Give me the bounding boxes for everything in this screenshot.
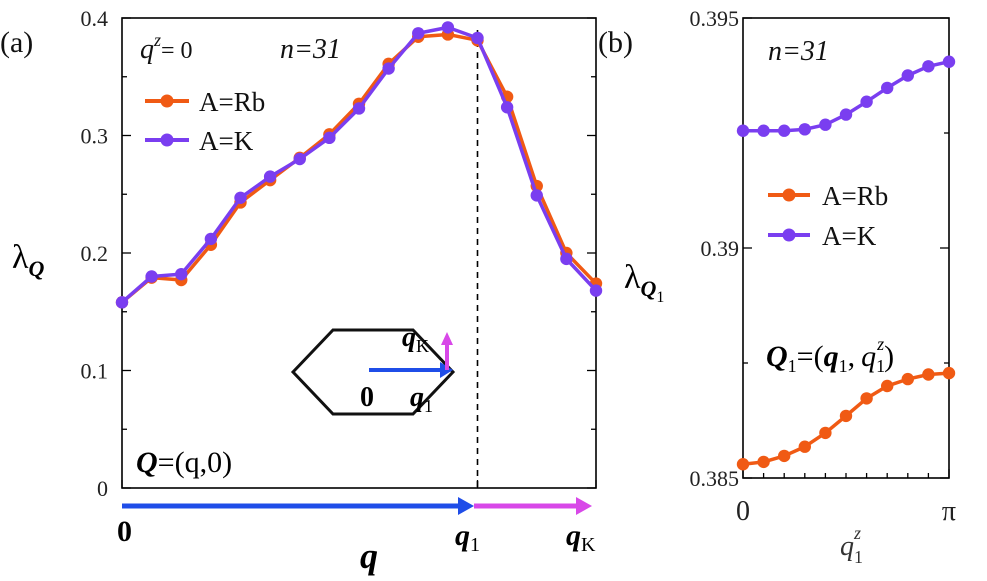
legend-b-k-marker bbox=[782, 228, 796, 242]
data-point bbox=[530, 189, 543, 202]
data-point bbox=[115, 296, 129, 309]
inset-qk-arrowhead bbox=[441, 332, 453, 345]
data-point bbox=[263, 170, 277, 183]
data-point bbox=[860, 95, 873, 108]
data-point bbox=[839, 409, 853, 423]
data-point bbox=[942, 55, 956, 68]
panel-a-n-annotation: n=31 bbox=[280, 34, 341, 65]
data-point bbox=[736, 458, 750, 471]
panel-b-ylabel: λQ1 bbox=[624, 259, 664, 306]
xaxis-q-label: q bbox=[360, 536, 378, 576]
data-point bbox=[757, 124, 770, 137]
legend-a-rb-marker bbox=[160, 94, 174, 108]
legend-a-k-marker bbox=[160, 133, 174, 147]
data-point bbox=[736, 124, 750, 137]
data-point bbox=[560, 252, 573, 266]
ytick-label: 0.3 bbox=[81, 124, 109, 149]
xaxis-qk-label: qK bbox=[566, 519, 596, 556]
data-point bbox=[471, 31, 484, 45]
data-point bbox=[901, 372, 915, 386]
panel-a-xticks bbox=[121, 480, 597, 488]
panel-a: (a) 0 0.1 0.2 0.3 0.4 λQ qz= 0 n=31 A=Rb A=K bbox=[0, 6, 603, 576]
legend-b-rb-marker bbox=[782, 188, 796, 202]
data-point bbox=[175, 267, 188, 281]
panel-b-yticks: 0.385 0.39 0.395 bbox=[690, 6, 949, 491]
data-point bbox=[819, 426, 832, 440]
inset-qk-label: qK bbox=[402, 322, 429, 356]
legend-b-rb-label: A=Rb bbox=[822, 181, 888, 211]
panel-a-legend: A=Rb A=K bbox=[145, 87, 265, 156]
data-point bbox=[323, 131, 336, 145]
data-point bbox=[922, 60, 935, 73]
panel-b-legend: A=Rb A=K bbox=[768, 181, 888, 251]
data-point bbox=[352, 102, 366, 115]
panel-b-Q1-annotation: Q1=(q1, q1z) bbox=[766, 334, 894, 376]
xtick-label: π bbox=[942, 496, 956, 527]
data-point bbox=[860, 392, 873, 405]
data-point bbox=[880, 81, 894, 95]
panel-b-n-annotation: n=31 bbox=[768, 36, 829, 67]
data-point bbox=[500, 101, 514, 114]
data-point bbox=[777, 449, 791, 463]
xaxis-origin-label: 0 bbox=[117, 515, 132, 548]
series-line-1 bbox=[120, 25, 598, 304]
data-point bbox=[819, 118, 832, 131]
ytick-label: 0.2 bbox=[81, 241, 109, 266]
data-point bbox=[204, 232, 218, 246]
panel-b-label: (b) bbox=[598, 26, 633, 59]
panel-a-series bbox=[115, 21, 603, 309]
data-point bbox=[145, 270, 158, 283]
brillouin-zone-inset: 0 q1 qK bbox=[290, 322, 456, 416]
panel-a-Q-annotation: Q=(q,0) bbox=[136, 446, 232, 479]
data-point bbox=[798, 440, 812, 453]
data-point bbox=[293, 152, 306, 166]
ytick-label: 0.1 bbox=[81, 359, 109, 384]
data-point bbox=[839, 108, 853, 121]
ytick-label: 0.395 bbox=[690, 6, 740, 31]
panel-a-label: (a) bbox=[0, 26, 33, 59]
legend-a-rb-label: A=Rb bbox=[199, 87, 265, 117]
data-point bbox=[798, 123, 812, 136]
panel-a-qz-annotation: qz= 0 bbox=[140, 30, 193, 65]
panel-a-frame bbox=[121, 17, 597, 489]
data-point bbox=[922, 368, 935, 381]
panel-a-ylabel: λQ bbox=[12, 239, 45, 281]
panel-b-xlabel: q1z bbox=[840, 523, 863, 567]
inset-origin-label: 0 bbox=[360, 382, 374, 413]
ytick-label: 0.39 bbox=[701, 236, 740, 261]
panel-a-yticks: 0 0.1 0.2 0.3 0.4 bbox=[81, 6, 596, 501]
data-point bbox=[777, 124, 791, 137]
data-point bbox=[942, 366, 956, 380]
legend-a-k-label: A=K bbox=[199, 126, 254, 156]
data-point bbox=[441, 21, 455, 34]
legend-b-k-label: A=K bbox=[822, 221, 877, 251]
data-point bbox=[901, 69, 915, 82]
data-point bbox=[589, 284, 603, 297]
xtick-label: 0 bbox=[736, 496, 750, 527]
hexagon bbox=[290, 328, 456, 416]
ytick-label: 0.385 bbox=[690, 466, 740, 491]
ytick-label: 0.4 bbox=[81, 6, 109, 31]
data-point bbox=[880, 379, 894, 393]
path-arrowhead-q1 bbox=[458, 497, 474, 515]
inset-q1-label: q1 bbox=[410, 382, 433, 416]
xaxis-q1-label: q1 bbox=[455, 519, 480, 556]
panel-b-series bbox=[736, 55, 956, 471]
ytick-label: 0 bbox=[97, 476, 108, 501]
data-point bbox=[757, 455, 770, 469]
panel-a-path-arrows bbox=[122, 497, 592, 515]
path-arrowhead-qk bbox=[576, 497, 592, 515]
data-point bbox=[412, 27, 425, 40]
data-point bbox=[234, 191, 247, 204]
data-point bbox=[382, 62, 395, 75]
